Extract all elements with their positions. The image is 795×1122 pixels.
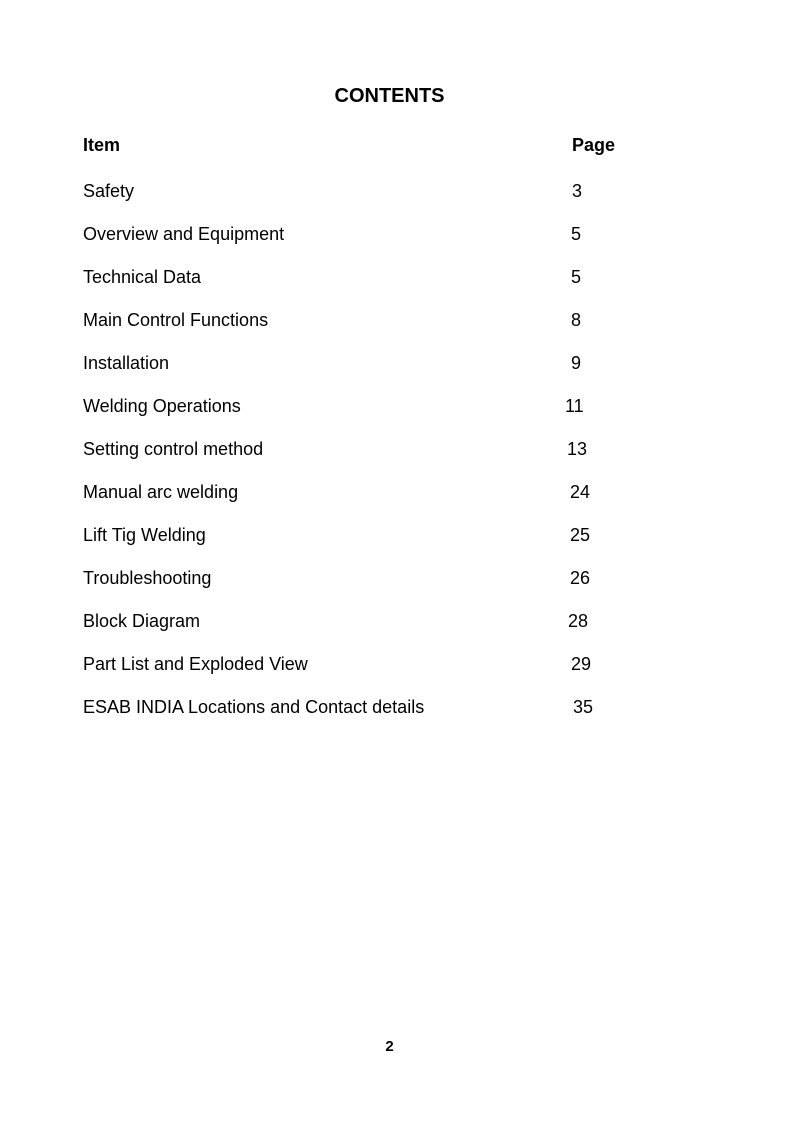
toc-entry-title: Main Control Functions bbox=[83, 310, 269, 330]
toc-entry-page: 3 bbox=[572, 181, 583, 201]
toc-entry-page: 29 bbox=[571, 654, 592, 674]
toc-entry-title: ESAB INDIA Locations and Contact details bbox=[83, 697, 425, 717]
toc-entry: Technical Data 5 bbox=[0, 267, 795, 291]
toc-entry-title: Overview and Equipment bbox=[83, 224, 285, 244]
toc-entry-title: Installation bbox=[83, 353, 170, 373]
toc-entry-title: Setting control method bbox=[83, 439, 264, 459]
toc-entry: Manual arc welding 24 bbox=[0, 482, 795, 506]
column-header-page: Page bbox=[572, 135, 616, 155]
toc-entry-page: 8 bbox=[571, 310, 582, 330]
toc-entry-title: Lift Tig Welding bbox=[83, 525, 206, 545]
page-number: 2 bbox=[385, 1038, 394, 1055]
toc-entry-page: 28 bbox=[568, 611, 589, 631]
toc-entry-title: Safety bbox=[83, 181, 135, 201]
toc-entry: Safety 3 bbox=[0, 181, 795, 205]
toc-entry: Block Diagram 28 bbox=[0, 611, 795, 635]
page-title: CONTENTS bbox=[334, 85, 445, 107]
toc-entry: Part List and Exploded View 29 bbox=[0, 654, 795, 678]
toc-entry-page: 11 bbox=[565, 396, 584, 416]
toc-entry-title: Technical Data bbox=[83, 267, 202, 287]
toc-entry-title: Manual arc welding bbox=[83, 482, 239, 502]
toc-entry: Welding Operations 11 bbox=[0, 396, 795, 420]
toc-entry-page: 26 bbox=[570, 568, 591, 588]
toc-entry-page: 35 bbox=[573, 697, 594, 717]
toc-entry: Overview and Equipment 5 bbox=[0, 224, 795, 248]
toc-entry-title: Part List and Exploded View bbox=[83, 654, 308, 674]
toc-entry-page: 25 bbox=[570, 525, 591, 545]
toc-entry-page: 5 bbox=[571, 267, 582, 287]
toc-entry-title: Block Diagram bbox=[83, 611, 201, 631]
toc-entry: Lift Tig Welding 25 bbox=[0, 525, 795, 549]
toc-entry: Setting control method 13 bbox=[0, 439, 795, 463]
toc-entry-page: 5 bbox=[571, 224, 582, 244]
toc-entry: ESAB INDIA Locations and Contact details… bbox=[0, 697, 795, 721]
toc-entry-page: 9 bbox=[571, 353, 582, 373]
toc-entry-page: 24 bbox=[570, 482, 591, 502]
toc-entry: Troubleshooting 26 bbox=[0, 568, 795, 592]
toc-entry: Main Control Functions 8 bbox=[0, 310, 795, 334]
toc-entry: Installation 9 bbox=[0, 353, 795, 377]
toc-entry-page: 13 bbox=[567, 439, 588, 459]
toc-entry-title: Troubleshooting bbox=[83, 568, 212, 588]
column-header-item: Item bbox=[83, 135, 121, 155]
toc-entry-title: Welding Operations bbox=[83, 396, 241, 416]
